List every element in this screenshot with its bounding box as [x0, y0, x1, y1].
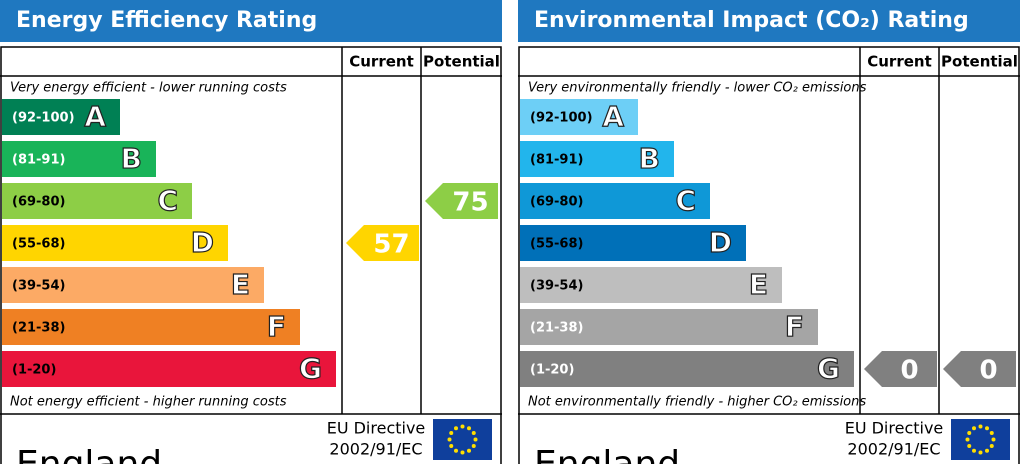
eu-star	[967, 431, 972, 435]
rating-band	[520, 309, 818, 345]
eu-star	[978, 450, 983, 455]
band-letter: G	[817, 352, 840, 385]
current-value: 0	[900, 356, 918, 386]
rating-band	[2, 141, 156, 177]
band-range: (39-54)	[530, 279, 583, 294]
eu-star	[989, 444, 994, 448]
directive: EU Directive	[327, 419, 426, 438]
directive: 2002/91/EC	[329, 440, 422, 459]
band-letter: B	[121, 142, 142, 175]
column-header: Current	[867, 53, 932, 71]
eu-star	[460, 424, 465, 429]
eu-star	[978, 424, 983, 429]
band-range: (69-80)	[530, 195, 583, 210]
title-bar	[518, 0, 1020, 42]
eu-star	[454, 448, 458, 453]
rating-band	[2, 99, 120, 135]
top-note: Very environmentally friendly - lower CO…	[528, 81, 867, 96]
rating-band	[2, 267, 264, 303]
band-range: (21-38)	[530, 321, 583, 336]
rating-band	[520, 99, 638, 135]
band-letter: E	[231, 268, 250, 301]
eu-star	[972, 426, 976, 431]
column-header: Potential	[941, 53, 1018, 71]
column-header: Current	[349, 53, 414, 71]
band-letter: D	[709, 226, 732, 259]
rating-band	[2, 351, 336, 387]
potential-arrow	[943, 351, 1016, 387]
band-letter: A	[602, 100, 624, 133]
eu-star	[449, 444, 454, 448]
eu-star	[985, 426, 989, 431]
rating-band	[2, 183, 192, 219]
panel-title: Environmental Impact (CO₂) Rating	[534, 8, 969, 33]
current-value: 57	[373, 230, 409, 260]
band-range: (1-20)	[530, 363, 574, 378]
eu-star	[447, 437, 452, 442]
potential-arrow	[425, 183, 498, 219]
bottom-note: Not environmentally friendly - higher CO…	[528, 395, 866, 410]
band-letter: F	[267, 310, 286, 343]
rating-band	[520, 267, 782, 303]
rating-band	[520, 141, 674, 177]
band-range: (92-100)	[12, 111, 75, 126]
band-range: (92-100)	[530, 111, 593, 126]
column-header: Potential	[423, 53, 500, 71]
eu-star	[991, 437, 996, 442]
top-note: Very energy efficient - lower running co…	[10, 81, 287, 96]
eu-star	[471, 444, 476, 448]
country: England	[16, 444, 162, 464]
eu-star	[985, 448, 989, 453]
band-range: (55-68)	[12, 237, 65, 252]
potential-value: 0	[979, 356, 997, 386]
eu-star	[965, 437, 970, 442]
current-arrow	[864, 351, 937, 387]
eu-star	[473, 437, 478, 442]
band-range: (81-91)	[530, 153, 583, 168]
title-bar	[0, 0, 502, 42]
eu-star	[989, 431, 994, 435]
band-letter: B	[639, 142, 660, 175]
rating-band	[520, 183, 710, 219]
band-letter: C	[675, 184, 696, 217]
band-range: (39-54)	[12, 279, 65, 294]
rating-band	[520, 351, 854, 387]
bottom-note: Not energy efficient - higher running co…	[10, 395, 287, 410]
panel-title: Energy Efficiency Rating	[16, 8, 317, 33]
band-letter: E	[749, 268, 768, 301]
eu-star	[467, 426, 471, 431]
band-letter: F	[785, 310, 804, 343]
directive: EU Directive	[845, 419, 944, 438]
directive: 2002/91/EC	[847, 440, 940, 459]
band-letter: C	[157, 184, 178, 217]
eu-star	[454, 426, 458, 431]
eu-star	[471, 431, 476, 435]
band-letter: G	[299, 352, 322, 385]
rating-band	[520, 225, 746, 261]
band-range: (69-80)	[12, 195, 65, 210]
band-range: (81-91)	[12, 153, 65, 168]
band-range: (1-20)	[12, 363, 56, 378]
eu-star	[972, 448, 976, 453]
band-letter: D	[191, 226, 214, 259]
rating-band	[2, 225, 228, 261]
rating-band	[2, 309, 300, 345]
eu-star	[449, 431, 454, 435]
eu-star	[460, 450, 465, 455]
band-letter: A	[84, 100, 106, 133]
eu-star	[467, 448, 471, 453]
current-arrow	[346, 225, 419, 261]
band-range: (21-38)	[12, 321, 65, 336]
country: England	[534, 444, 680, 464]
potential-value: 75	[452, 188, 488, 218]
band-range: (55-68)	[530, 237, 583, 252]
eu-star	[967, 444, 972, 448]
